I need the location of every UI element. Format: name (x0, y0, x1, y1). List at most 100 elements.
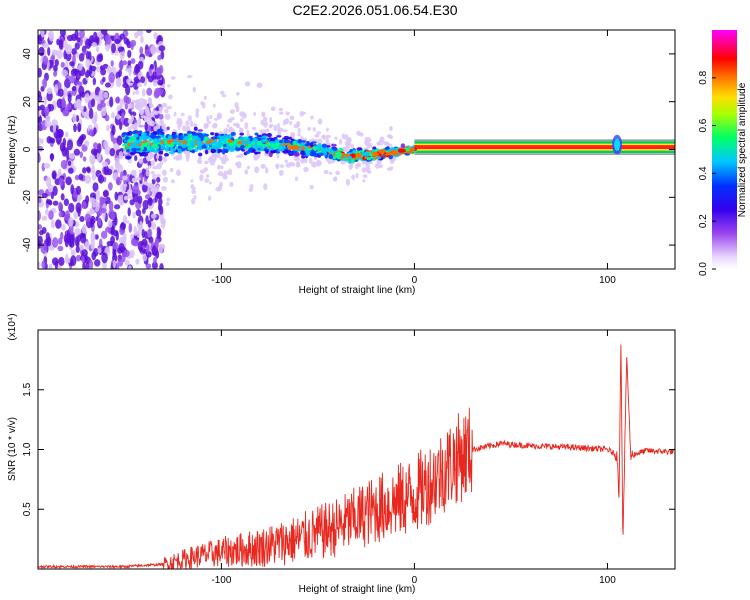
noise-blob (122, 175, 128, 181)
noise-blob (121, 112, 125, 119)
noise-blob (84, 38, 92, 49)
noise-blob (66, 103, 71, 110)
noise-blob (71, 86, 77, 92)
noise-blob (50, 137, 56, 144)
band-blob (239, 132, 244, 136)
noise-blob (65, 253, 69, 264)
spectrogram-heatmap (38, 30, 675, 269)
noise-blob (135, 176, 142, 181)
noise-blob (151, 178, 156, 185)
noise-blob (278, 107, 283, 112)
noise-blob (386, 167, 393, 171)
band-blob (337, 147, 344, 153)
band-blob (204, 136, 209, 141)
band-blob (290, 138, 295, 142)
noise-blob (98, 174, 105, 184)
noise-blob (131, 99, 137, 104)
noise-blob (86, 167, 91, 174)
noise-blob (170, 179, 175, 184)
noise-blob (223, 128, 230, 134)
noise-blob (108, 200, 114, 212)
noise-blob (192, 123, 198, 128)
noise-blob (127, 60, 132, 66)
band-blob (323, 147, 330, 152)
noise-blob (58, 177, 64, 187)
noise-blob (122, 82, 129, 89)
noise-blob (67, 92, 72, 104)
noise-blob (150, 160, 156, 167)
noise-blob (97, 217, 102, 226)
noise-blob (195, 111, 199, 118)
band-blob (275, 143, 280, 149)
noise-blob (128, 104, 132, 109)
noise-blob (310, 115, 314, 120)
colorbar-gradient (712, 30, 737, 269)
noise-blob (96, 103, 103, 112)
noise-blob (145, 215, 149, 225)
noise-blob (59, 142, 66, 153)
noise-blob (145, 263, 152, 269)
noise-blob (321, 134, 327, 139)
noise-blob (79, 233, 87, 244)
noise-blob (294, 176, 299, 182)
noise-blob (213, 122, 218, 128)
y-tick-label: -40 (22, 237, 33, 252)
noise-blob (57, 88, 64, 97)
noise-blob (303, 158, 308, 164)
noise-blob (69, 61, 75, 67)
noise-blob (384, 141, 389, 146)
band-blob (194, 148, 198, 153)
noise-blob (88, 108, 94, 119)
noise-blob (160, 220, 166, 229)
noise-blob (191, 189, 197, 195)
band-blob (210, 136, 217, 140)
x-tick-label: 100 (599, 575, 616, 586)
band-blob (279, 139, 283, 144)
band-blob (334, 154, 342, 158)
noise-blob (229, 181, 234, 187)
noise-blob (69, 75, 76, 84)
band-blob (279, 146, 285, 152)
noise-blob (132, 184, 140, 194)
noise-blob (254, 166, 260, 174)
noise-blob (263, 121, 268, 128)
noise-blob (92, 182, 99, 192)
band-blob (239, 136, 246, 141)
noise-blob (47, 46, 51, 56)
noise-blob (122, 232, 127, 243)
noise-blob (161, 169, 167, 176)
snr-y-scale-label: (x10⁴) (7, 313, 18, 340)
noise-blob (117, 259, 124, 267)
noise-blob (76, 240, 80, 248)
band-blob (196, 137, 201, 142)
band-blob (265, 148, 269, 154)
band-blob (167, 135, 173, 140)
band-blob (300, 150, 307, 156)
noise-blob (148, 118, 152, 125)
noise-blob (297, 127, 301, 134)
band-blob (171, 148, 176, 152)
noise-blob (118, 151, 124, 160)
noise-blob (89, 64, 93, 75)
noise-blob (151, 110, 157, 115)
noise-blob (138, 97, 145, 105)
noise-blob (48, 263, 53, 269)
noise-blob (185, 120, 190, 127)
noise-blob (54, 84, 59, 94)
noise-blob (139, 102, 145, 109)
band-blob (206, 140, 212, 144)
noise-blob (65, 176, 72, 186)
noise-blob (308, 157, 313, 164)
noise-blob (205, 174, 210, 178)
noise-blob (105, 34, 112, 46)
noise-blob (79, 135, 85, 142)
noise-blob (203, 124, 209, 130)
noise-blob (122, 214, 128, 224)
noise-blob (229, 109, 235, 114)
noise-blob (303, 137, 307, 141)
noise-blob (362, 179, 366, 183)
noise-blob (127, 126, 132, 132)
noise-blob (85, 50, 90, 61)
noise-blob (111, 43, 116, 54)
noise-blob (112, 241, 119, 250)
